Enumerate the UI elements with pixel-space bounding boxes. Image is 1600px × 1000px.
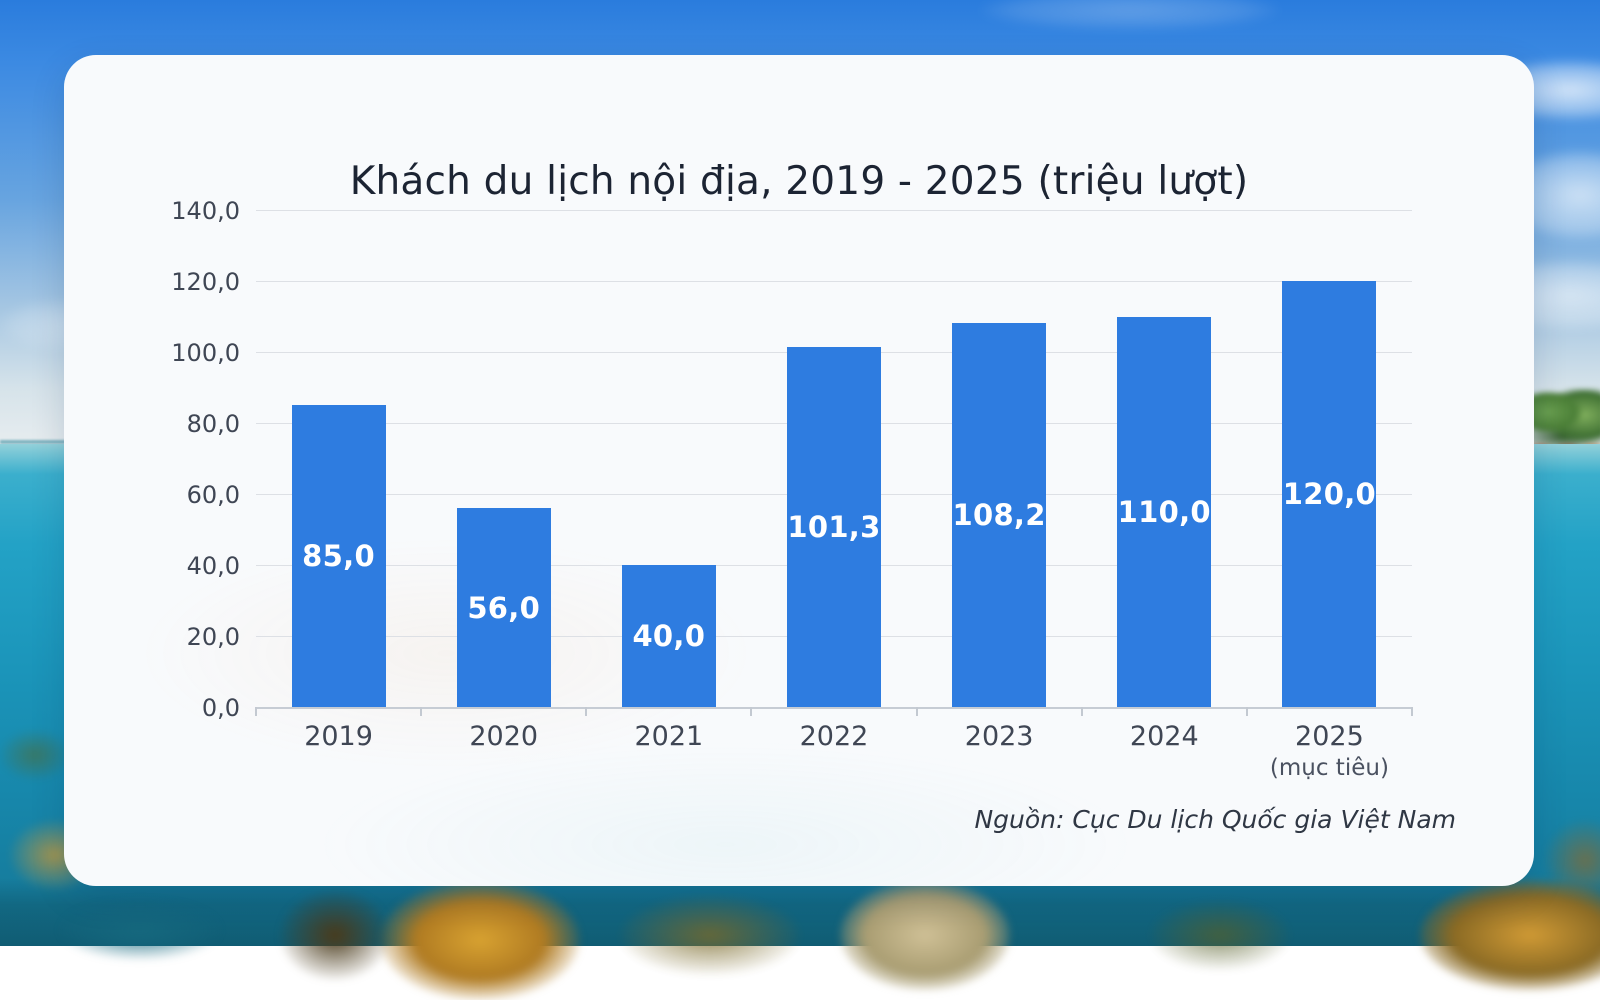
y-tick-label: 100,0: [171, 338, 240, 367]
y-tick-label: 40,0: [186, 551, 240, 580]
bar-value-label: 85,0: [302, 539, 375, 574]
y-tick-label: 140,0: [171, 196, 240, 225]
category-slot: 40,0 2021: [586, 210, 751, 752]
x-tick-label: 2020: [469, 721, 539, 752]
island-shore: [1524, 388, 1600, 448]
bar-value-label: 101,3: [787, 510, 881, 545]
coral-reef-band: [0, 878, 1600, 946]
x-tick-label: 2021: [634, 721, 704, 752]
bar-2020: 56,0: [456, 508, 551, 707]
y-tick-label: 20,0: [186, 622, 240, 651]
category-slot: 108,2 2023: [917, 210, 1082, 752]
gridline: 140,0: [171, 197, 1412, 225]
category-slot: 120,0 2025 (mục tiêu): [1247, 210, 1412, 781]
coral-patch: [840, 880, 1010, 990]
chart-card: Khách du lịch nội địa, 2019 - 2025 (triệ…: [64, 55, 1534, 886]
x-axis-tick: [255, 707, 257, 716]
bar-2019: 85,0: [291, 405, 386, 707]
bar-2024: 110,0: [1117, 316, 1212, 707]
coral-patch: [380, 880, 580, 1000]
bar-2022: 101,3: [786, 347, 881, 707]
x-tick-note: (mục tiêu): [1269, 754, 1389, 781]
coral-patch: [0, 730, 70, 780]
x-axis-tick: [585, 707, 588, 716]
y-tick-label: 80,0: [186, 409, 240, 438]
category-slot: 56,0 2020: [421, 210, 586, 752]
y-tick-label: 60,0: [186, 480, 240, 509]
bar-2023: 108,2: [952, 322, 1047, 707]
coral-patch: [60, 900, 220, 960]
chart-title: Khách du lịch nội địa, 2019 - 2025 (triệ…: [349, 159, 1249, 204]
x-axis-tick: [420, 707, 423, 716]
category-slot: 110,0 2024: [1082, 210, 1247, 752]
bar-value-label: 56,0: [467, 590, 541, 625]
x-axis-tick: [915, 707, 918, 716]
x-tick-label: 2025 (mục tiêu): [1247, 721, 1412, 782]
x-axis-line: 0,0: [202, 694, 1412, 722]
coral-patch: [1150, 900, 1290, 970]
bar-value-label: 120,0: [1282, 477, 1377, 511]
x-axis-tick: [1080, 707, 1083, 716]
x-axis-tick: [750, 707, 753, 716]
category-slot: 101,3 2022: [751, 210, 916, 752]
bar-2025: 120,0: [1282, 281, 1377, 707]
x-tick-label: 2024: [1129, 721, 1199, 752]
x-tick-label: 2019: [304, 721, 373, 752]
plot-area: 140,0 120,0 100,0 80,0 60,0 40,0 20,0 0,0 85,0 20…: [171, 197, 1413, 781]
x-axis-tick: [1411, 707, 1413, 716]
y-tick-label: 120,0: [171, 267, 240, 296]
bar-value-label: 110,0: [1117, 494, 1211, 529]
horizon-line: [0, 440, 70, 444]
source-note: Nguồn: Cục Du lịch Quốc gia Việt Nam: [974, 805, 1456, 834]
bar-value-label: 108,2: [952, 497, 1046, 532]
bar-value-label: 40,0: [632, 619, 706, 653]
bar-2021: 40,0: [621, 565, 716, 707]
x-tick-label: 2023: [964, 721, 1034, 752]
x-axis-tick: [1245, 707, 1248, 716]
gridline: 120,0: [171, 268, 1412, 296]
category-slot: 85,0 2019: [256, 210, 421, 752]
y-tick-label: 0,0: [201, 694, 240, 722]
x-tick-label: 2022: [799, 721, 869, 752]
coral-patch: [620, 895, 800, 975]
coral-patch: [280, 890, 390, 980]
